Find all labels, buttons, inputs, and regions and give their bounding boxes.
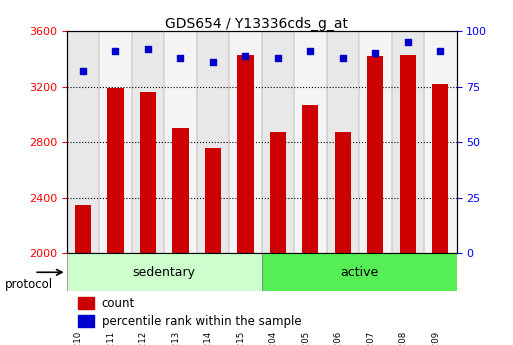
Bar (229, 31, 262, 253)
Text: active: active (340, 266, 378, 279)
Bar (270, 132, 286, 253)
Point (176, 55, 185, 60)
Bar (327, 31, 359, 253)
Bar (107, 88, 124, 253)
Point (241, 53, 249, 58)
Point (209, 59, 217, 65)
Bar (302, 105, 319, 253)
Bar (359, 31, 391, 253)
Bar (334, 132, 351, 253)
Text: sedentary: sedentary (133, 266, 195, 279)
Point (79, 68, 87, 74)
Point (371, 50, 380, 56)
Point (111, 48, 120, 54)
Bar (140, 92, 156, 253)
Bar (164, 31, 196, 253)
Bar (391, 31, 424, 253)
Point (404, 39, 412, 45)
Bar (367, 56, 383, 253)
Bar (196, 31, 229, 253)
Bar (75, 205, 91, 253)
Bar (205, 148, 221, 253)
Point (144, 46, 152, 52)
Text: protocol: protocol (5, 278, 53, 291)
Text: GDS654 / Y13336cds_g_at: GDS654 / Y13336cds_g_at (165, 17, 348, 31)
Bar (237, 55, 253, 253)
Bar (99, 31, 132, 253)
Bar (424, 31, 457, 253)
Bar (67, 31, 99, 253)
Bar (67, 253, 262, 291)
Bar (262, 31, 294, 253)
Bar (78, 315, 94, 327)
Text: percentile rank within the sample: percentile rank within the sample (102, 315, 302, 328)
Point (306, 48, 314, 54)
Bar (172, 128, 188, 253)
Bar (432, 84, 448, 253)
Point (436, 48, 444, 54)
Bar (262, 253, 457, 291)
Bar (400, 55, 416, 253)
Bar (132, 31, 164, 253)
Bar (294, 31, 327, 253)
Text: count: count (102, 297, 135, 310)
Point (274, 55, 282, 60)
Bar (78, 297, 94, 309)
Point (339, 55, 347, 60)
